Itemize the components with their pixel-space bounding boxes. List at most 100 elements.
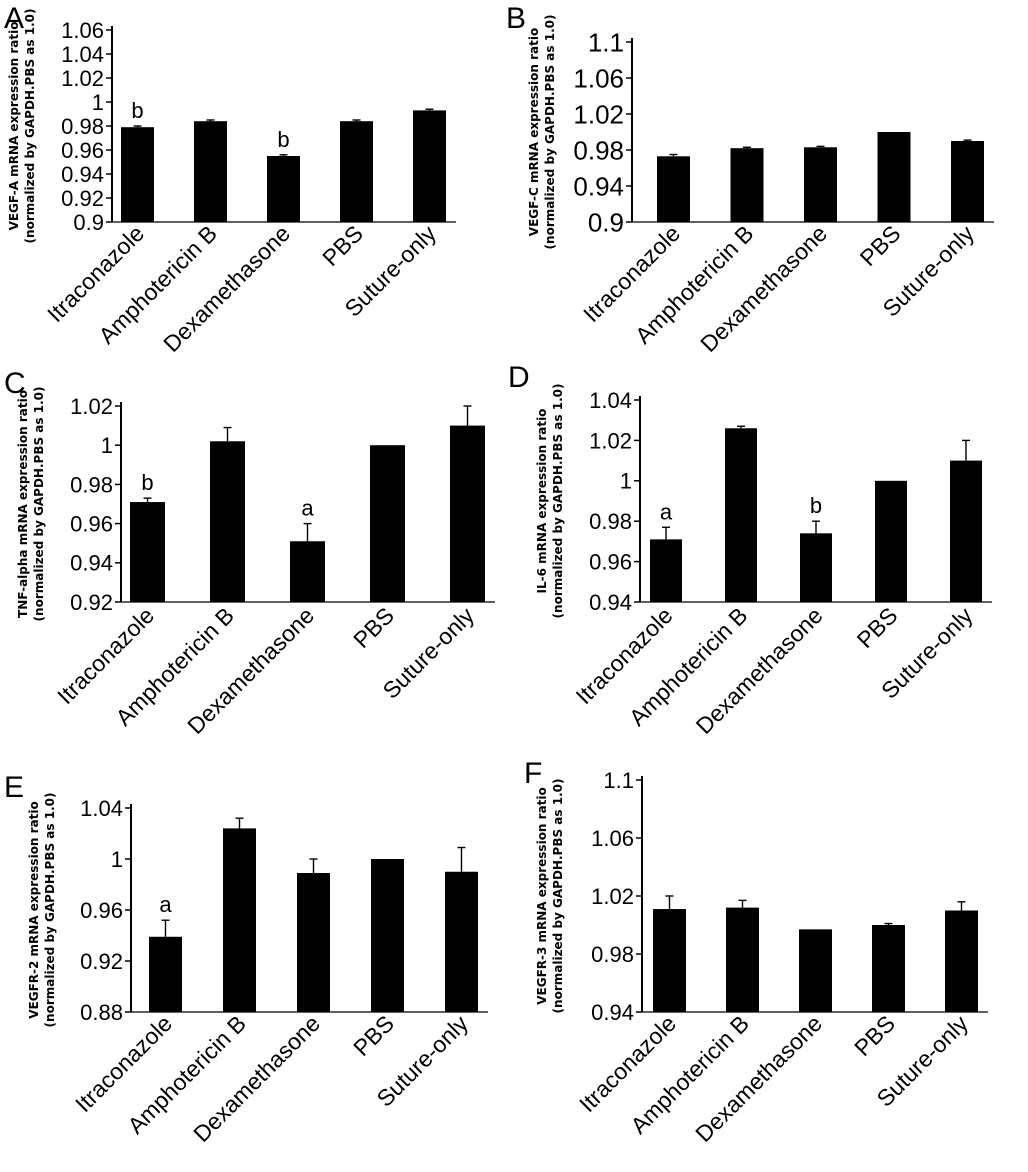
y-tick-label: 1.06 [61, 18, 104, 43]
y-tick-label: 1 [620, 469, 632, 494]
y-axis-title: VEGF-A mRNA expression ratio [7, 22, 21, 231]
bar-pbs [370, 445, 405, 602]
bar-dexamethasone [799, 929, 832, 1012]
y-tick-label: 1.06 [591, 826, 634, 851]
y-tick-label: 0.98 [70, 472, 113, 497]
significance-label: b [277, 127, 289, 152]
bar-suture-only [950, 460, 982, 602]
significance-label: a [660, 499, 673, 524]
x-tick-label: Dexamethasone [188, 1010, 325, 1147]
bar-amphotericin-b [194, 121, 227, 222]
bar-suture-only [450, 425, 485, 602]
bar-pbs [872, 925, 905, 1012]
bar-dexamethasone [297, 873, 330, 1012]
y-tick-label: 1.1 [588, 27, 624, 57]
bar-itraconazole [121, 127, 154, 222]
y-tick-label: 0.92 [80, 949, 123, 974]
panel-letter: A [4, 2, 24, 35]
bar-itraconazole [149, 936, 182, 1012]
significance-label: a [301, 496, 314, 521]
y-tick-label: 1 [92, 90, 104, 115]
x-tick-label: PBS [317, 220, 368, 271]
bar-pbs [371, 859, 404, 1012]
y-tick-label: 0.96 [589, 550, 632, 575]
y-tick-label: 0.96 [80, 898, 123, 923]
x-tick-label: PBS [348, 1010, 399, 1061]
y-tick-label: 0.98 [573, 135, 624, 165]
y-axis-subtitle: (normalized by GAPDH.PBS as 1.0) [551, 384, 565, 619]
y-axis-subtitle: (normalized by GAPDH.PBS as 1.0) [543, 15, 557, 250]
y-tick-label: 1.04 [61, 42, 104, 67]
y-tick-label: 1.02 [589, 428, 632, 453]
x-tick-label: PBS [855, 220, 906, 271]
y-axis-subtitle: (normalized by GAPDH.PBS as 1.0) [551, 779, 565, 1014]
bar-itraconazole [130, 502, 165, 602]
bar-amphotericin-b [726, 907, 759, 1012]
y-tick-label: 0.98 [61, 114, 104, 139]
y-tick-label: 0.96 [70, 512, 113, 537]
bar-itraconazole [650, 539, 682, 602]
bar-amphotericin-b [725, 428, 757, 602]
y-axis-subtitle: (normalized by GAPDH.PBS as 1.0) [23, 9, 37, 244]
y-axis-title: VEGFR-3 mRNA expression ratio [535, 787, 549, 1005]
y-tick-label: 0.92 [61, 186, 104, 211]
y-tick-label: 1.04 [589, 388, 632, 413]
bar-pbs [877, 132, 911, 222]
y-tick-label: 0.94 [573, 171, 624, 201]
panel-d: D IL-6 mRNA expression ratio (normalized b… [508, 361, 992, 739]
y-tick-label: 0.9 [73, 210, 104, 235]
bar-dexamethasone [800, 533, 832, 602]
bar-pbs [340, 121, 373, 222]
bar-suture-only [445, 871, 478, 1012]
bar-amphotericin-b [210, 441, 245, 602]
y-tick-label: 1.02 [591, 884, 634, 909]
y-tick-label: 1.02 [61, 66, 104, 91]
significance-label: b [810, 493, 822, 518]
significance-label: b [141, 470, 153, 495]
y-tick-label: 1.02 [70, 394, 113, 419]
bar-dexamethasone [804, 147, 837, 222]
y-tick-label: 1.02 [573, 99, 624, 129]
y-axis-subtitle: (normalized by GAPDH.PBS as 1.0) [32, 387, 46, 622]
bar-amphotericin-b [730, 148, 764, 222]
x-tick-label: PBS [852, 602, 903, 653]
panel-letter: E [4, 771, 24, 804]
bar-itraconazole [653, 909, 686, 1012]
panel-letter: D [508, 361, 530, 394]
y-tick-label: 0.94 [61, 162, 104, 187]
y-axis-subtitle: (normalized by GAPDH.PBS as 1.0) [43, 793, 57, 1028]
significance-label: b [131, 98, 143, 123]
bar-itraconazole [657, 156, 690, 222]
y-axis-title: VEGFR-2 mRNA expression ratio [27, 801, 41, 1019]
y-tick-label: 1 [111, 847, 123, 872]
y-tick-label: 0.94 [589, 590, 632, 615]
y-axis-title: VEGF-C mRNA expression ratio [527, 28, 541, 236]
x-tick-label: PBS [849, 1010, 900, 1061]
panel-letter: F [524, 757, 542, 790]
bar-amphotericin-b [223, 828, 256, 1012]
y-tick-label: 0.88 [80, 1000, 123, 1025]
significance-label: a [159, 892, 172, 917]
y-tick-label: 1.04 [80, 796, 123, 821]
y-tick-label: 0.98 [591, 942, 634, 967]
bar-suture-only [951, 141, 984, 222]
bar-dexamethasone [267, 156, 300, 222]
bar-pbs [875, 480, 907, 602]
y-tick-label: 1.06 [573, 63, 624, 93]
y-axis-title: TNF-alpha mRNA expression ratio [16, 390, 30, 618]
y-axis-title: IL-6 mRNA expression ratio [535, 409, 549, 594]
y-tick-label: 0.9 [588, 207, 624, 237]
panel-letter: B [506, 2, 526, 35]
y-tick-label: 0.94 [70, 551, 113, 576]
x-tick-label: Dexamethasone [690, 1010, 827, 1147]
y-tick-label: 0.98 [589, 509, 632, 534]
x-tick-label: Dexamethasone [158, 220, 295, 357]
y-tick-label: 1.1 [603, 768, 634, 793]
y-tick-label: 0.92 [70, 590, 113, 615]
y-tick-label: 0.96 [61, 138, 104, 163]
